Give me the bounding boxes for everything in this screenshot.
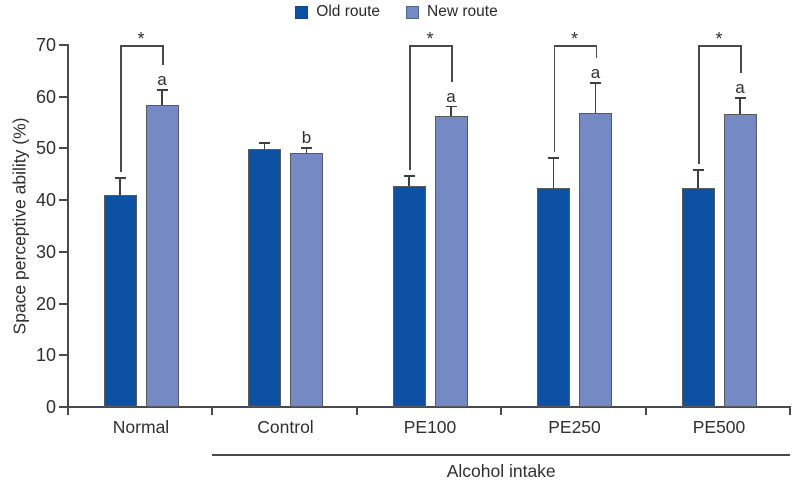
x-category-label: Normal	[112, 417, 170, 437]
significance-star: *	[570, 29, 578, 49]
y-tick	[59, 95, 68, 98]
x-category-label: PE100	[403, 417, 457, 437]
bar-new-route-control	[290, 152, 323, 407]
x-tick	[644, 407, 647, 415]
x-category-label: PE500	[692, 417, 746, 437]
significance-bracket-left-leg	[698, 45, 700, 165]
x-category-label: PE250	[548, 417, 601, 437]
x-axis-line	[66, 406, 791, 408]
significance-letter: a	[590, 63, 601, 83]
bar-old-route-normal	[103, 194, 137, 407]
x-tick	[67, 407, 69, 415]
y-tick-label: 70	[35, 35, 56, 55]
y-tick-label: 30	[35, 241, 56, 262]
error-bar-cap	[734, 97, 746, 100]
x-tick	[500, 407, 503, 415]
error-bar	[594, 83, 597, 113]
x-tick	[211, 407, 214, 415]
y-tick	[59, 44, 68, 46]
significance-bracket-left-leg	[120, 45, 122, 173]
error-bar-cap	[114, 177, 126, 180]
y-tick-label: 0	[45, 397, 56, 417]
y-tick-label: 50	[35, 138, 56, 159]
error-bar-cap	[259, 142, 270, 145]
significance-letter: a	[446, 86, 456, 106]
y-tick-label: 10	[35, 345, 56, 366]
bar-old-route-pe100	[392, 185, 426, 407]
error-bar	[119, 178, 121, 195]
error-bar	[161, 89, 163, 105]
group-span-line	[212, 454, 790, 456]
y-tick	[59, 406, 68, 408]
legend-item-new-route: New route	[406, 3, 498, 21]
significance-letter: a	[157, 69, 167, 89]
significance-letter: b	[301, 127, 312, 147]
significance-bracket-top	[120, 45, 164, 47]
bar-new-route-pe500	[723, 113, 757, 407]
error-bar-cap	[445, 105, 457, 108]
significance-bracket-left-leg	[409, 45, 411, 170]
y-tick-label: 40	[35, 190, 56, 211]
error-bar	[739, 98, 741, 114]
old-route-swatch-icon	[295, 5, 309, 19]
x-tick	[789, 407, 791, 415]
error-bar-cap	[403, 174, 415, 177]
significance-bracket-right-leg	[162, 45, 164, 65]
x-category-label: Control	[257, 417, 314, 437]
significance-bracket-left-leg	[553, 45, 556, 153]
bar-new-route-pe100	[434, 115, 468, 407]
y-tick	[59, 147, 68, 150]
error-bar	[697, 170, 699, 189]
significance-bracket-right-leg	[451, 45, 453, 82]
error-bar	[552, 158, 555, 189]
legend-label-new-route: New route	[427, 3, 498, 20]
error-bar	[408, 175, 410, 186]
error-bar-cap	[548, 157, 559, 160]
y-axis-line	[67, 44, 69, 408]
bar-old-route-pe250	[537, 188, 570, 407]
error-bar	[450, 106, 452, 116]
y-tick	[59, 354, 68, 357]
significance-bracket-top	[553, 45, 598, 47]
bar-old-route-pe500	[681, 188, 715, 407]
x-tick	[355, 407, 358, 415]
group-axis-title: Alcohol intake	[446, 461, 556, 481]
significance-bracket-right-leg	[595, 45, 598, 59]
y-tick	[59, 250, 68, 253]
error-bar-cap	[156, 88, 168, 91]
significance-star: *	[137, 29, 145, 49]
significance-bracket-top	[409, 45, 453, 47]
significance-star: *	[715, 29, 723, 49]
new-route-swatch-icon	[406, 5, 420, 19]
y-tick-label: 20	[35, 293, 56, 314]
significance-letter: a	[735, 78, 745, 98]
error-bar	[263, 143, 266, 149]
y-tick	[59, 199, 68, 202]
y-tick-label: 60	[35, 86, 56, 107]
legend-item-old-route: Old route	[295, 3, 380, 21]
error-bar	[305, 147, 308, 153]
chart-legend: Old route New route	[0, 3, 793, 21]
error-bar-cap	[301, 146, 312, 149]
error-bar-cap	[692, 169, 704, 171]
legend-label-old-route: Old route	[316, 3, 381, 20]
significance-bracket-top	[698, 45, 742, 47]
bar-new-route-normal	[145, 104, 179, 407]
significance-star: *	[426, 29, 434, 49]
bar-new-route-pe250	[579, 112, 612, 407]
bar-old-route-control	[248, 148, 281, 407]
y-tick	[59, 302, 68, 305]
significance-bracket-right-leg	[740, 45, 742, 74]
error-bar-cap	[590, 82, 601, 85]
